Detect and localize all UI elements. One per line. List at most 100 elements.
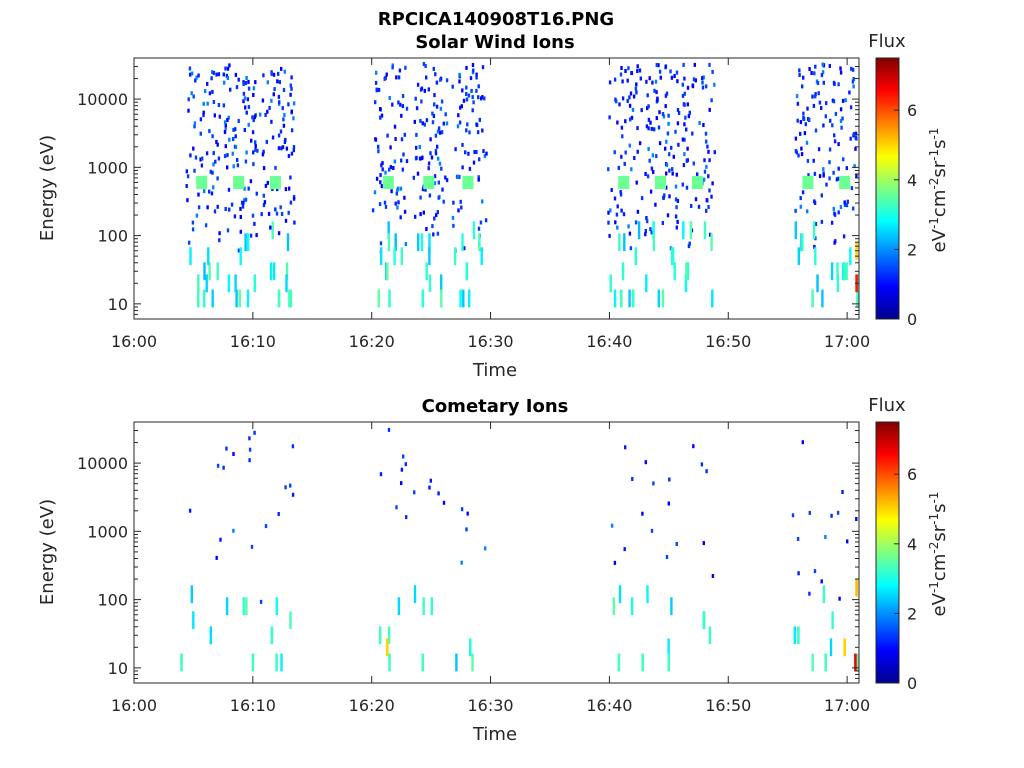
flux-cell — [216, 463, 220, 468]
flux-cell — [232, 164, 235, 169]
flux-cell — [397, 200, 400, 205]
flux-cell — [402, 152, 405, 157]
flux-cell — [212, 100, 216, 104]
flux-cell — [291, 492, 295, 497]
flux-cell — [803, 131, 807, 136]
flux-cell — [434, 148, 438, 153]
flux-cell — [239, 247, 242, 266]
flux-cell — [477, 175, 480, 180]
flux-cell — [226, 66, 230, 71]
flux-cell — [422, 210, 425, 215]
flux-cell — [700, 462, 704, 467]
flux-cell — [832, 99, 836, 104]
flux-cell — [204, 89, 207, 94]
flux-cell — [213, 113, 216, 118]
flux-cell — [282, 117, 285, 122]
flux-cell — [472, 160, 476, 165]
flux-cell — [245, 76, 248, 80]
colorbar-ticks-cometary: 0 2 4 6 — [894, 465, 917, 693]
flux-cell — [616, 120, 619, 125]
flux-cell — [609, 208, 612, 213]
flux-cell — [797, 153, 800, 158]
flux-cell — [228, 137, 231, 142]
flux-cell — [451, 84, 454, 89]
flux-cell — [645, 79, 648, 84]
flux-cell — [650, 166, 654, 171]
flux-cell — [624, 445, 627, 450]
flux-cell — [224, 207, 227, 211]
flux-cell — [259, 599, 263, 604]
flux-cell — [820, 193, 823, 198]
flux-cell — [468, 166, 472, 171]
flux-cell — [802, 111, 805, 116]
flux-cell — [462, 98, 466, 103]
flux-cell — [841, 116, 844, 121]
flux-cell — [195, 75, 198, 80]
flux-cell — [252, 86, 256, 91]
flux-cell — [708, 62, 711, 67]
flux-cell — [817, 91, 820, 96]
flux-cell — [277, 231, 281, 236]
flux-cell — [844, 98, 847, 103]
flux-cell — [791, 513, 795, 518]
flux-cell — [249, 233, 253, 238]
flux-cell — [713, 82, 716, 87]
flux-cell — [484, 546, 487, 551]
flux-cell — [617, 165, 620, 170]
flux-cell — [676, 121, 680, 126]
flux-cell — [676, 108, 680, 112]
colorbar-unit-solar-wind: eV-1cm-2sr-1s-1 — [927, 128, 950, 253]
flux-cell — [856, 289, 859, 308]
flux-cell — [710, 194, 713, 199]
flux-cell — [608, 80, 612, 85]
flux-cell — [234, 72, 238, 77]
flux-cell — [379, 472, 383, 477]
flux-cell — [222, 72, 225, 77]
flux-cell — [404, 462, 407, 467]
flux-cell — [805, 140, 809, 145]
flux-cell — [461, 233, 464, 252]
flux-cell — [854, 131, 858, 136]
flux-cell — [227, 187, 231, 192]
flux-cell — [388, 289, 391, 308]
flux-cell — [380, 113, 384, 118]
flux-cell — [645, 274, 648, 293]
flux-cell — [481, 65, 485, 70]
flux-cell — [832, 206, 835, 211]
flux-cell — [852, 84, 855, 89]
flux-cell — [212, 70, 216, 75]
flux-cell — [703, 221, 707, 240]
flux-cell — [275, 597, 278, 616]
flux-cell — [290, 86, 293, 91]
flux-cell — [232, 137, 235, 142]
flux-cell — [647, 126, 650, 131]
flux-cell — [649, 120, 652, 125]
x-tick-label: 16:10 — [230, 696, 276, 715]
flux-cell — [416, 82, 420, 87]
flux-cell — [214, 159, 217, 164]
flux-cell — [665, 555, 669, 559]
flux-cell — [705, 84, 708, 89]
flux-cell — [262, 193, 265, 198]
flux-cell — [419, 212, 422, 217]
flux-cell — [849, 247, 852, 266]
flux-cell — [655, 63, 658, 67]
flux-cell — [836, 262, 839, 281]
flux-cell — [288, 289, 291, 308]
flux-cell — [628, 95, 631, 100]
flux-cell — [659, 75, 662, 80]
flux-cell — [808, 591, 811, 596]
flux-cell — [706, 198, 709, 203]
flux-cell — [808, 510, 811, 515]
flux-cell — [478, 233, 481, 252]
flux-cell — [238, 289, 242, 308]
flux-cell — [694, 78, 697, 83]
flux-cell — [387, 233, 391, 252]
flux-cell — [400, 247, 403, 266]
flux-cell — [462, 289, 465, 308]
flux-cell — [648, 158, 651, 163]
flux-cell — [244, 233, 247, 252]
flux-cell — [477, 177, 480, 182]
flux-cell — [822, 167, 825, 172]
flux-cell — [672, 154, 675, 159]
